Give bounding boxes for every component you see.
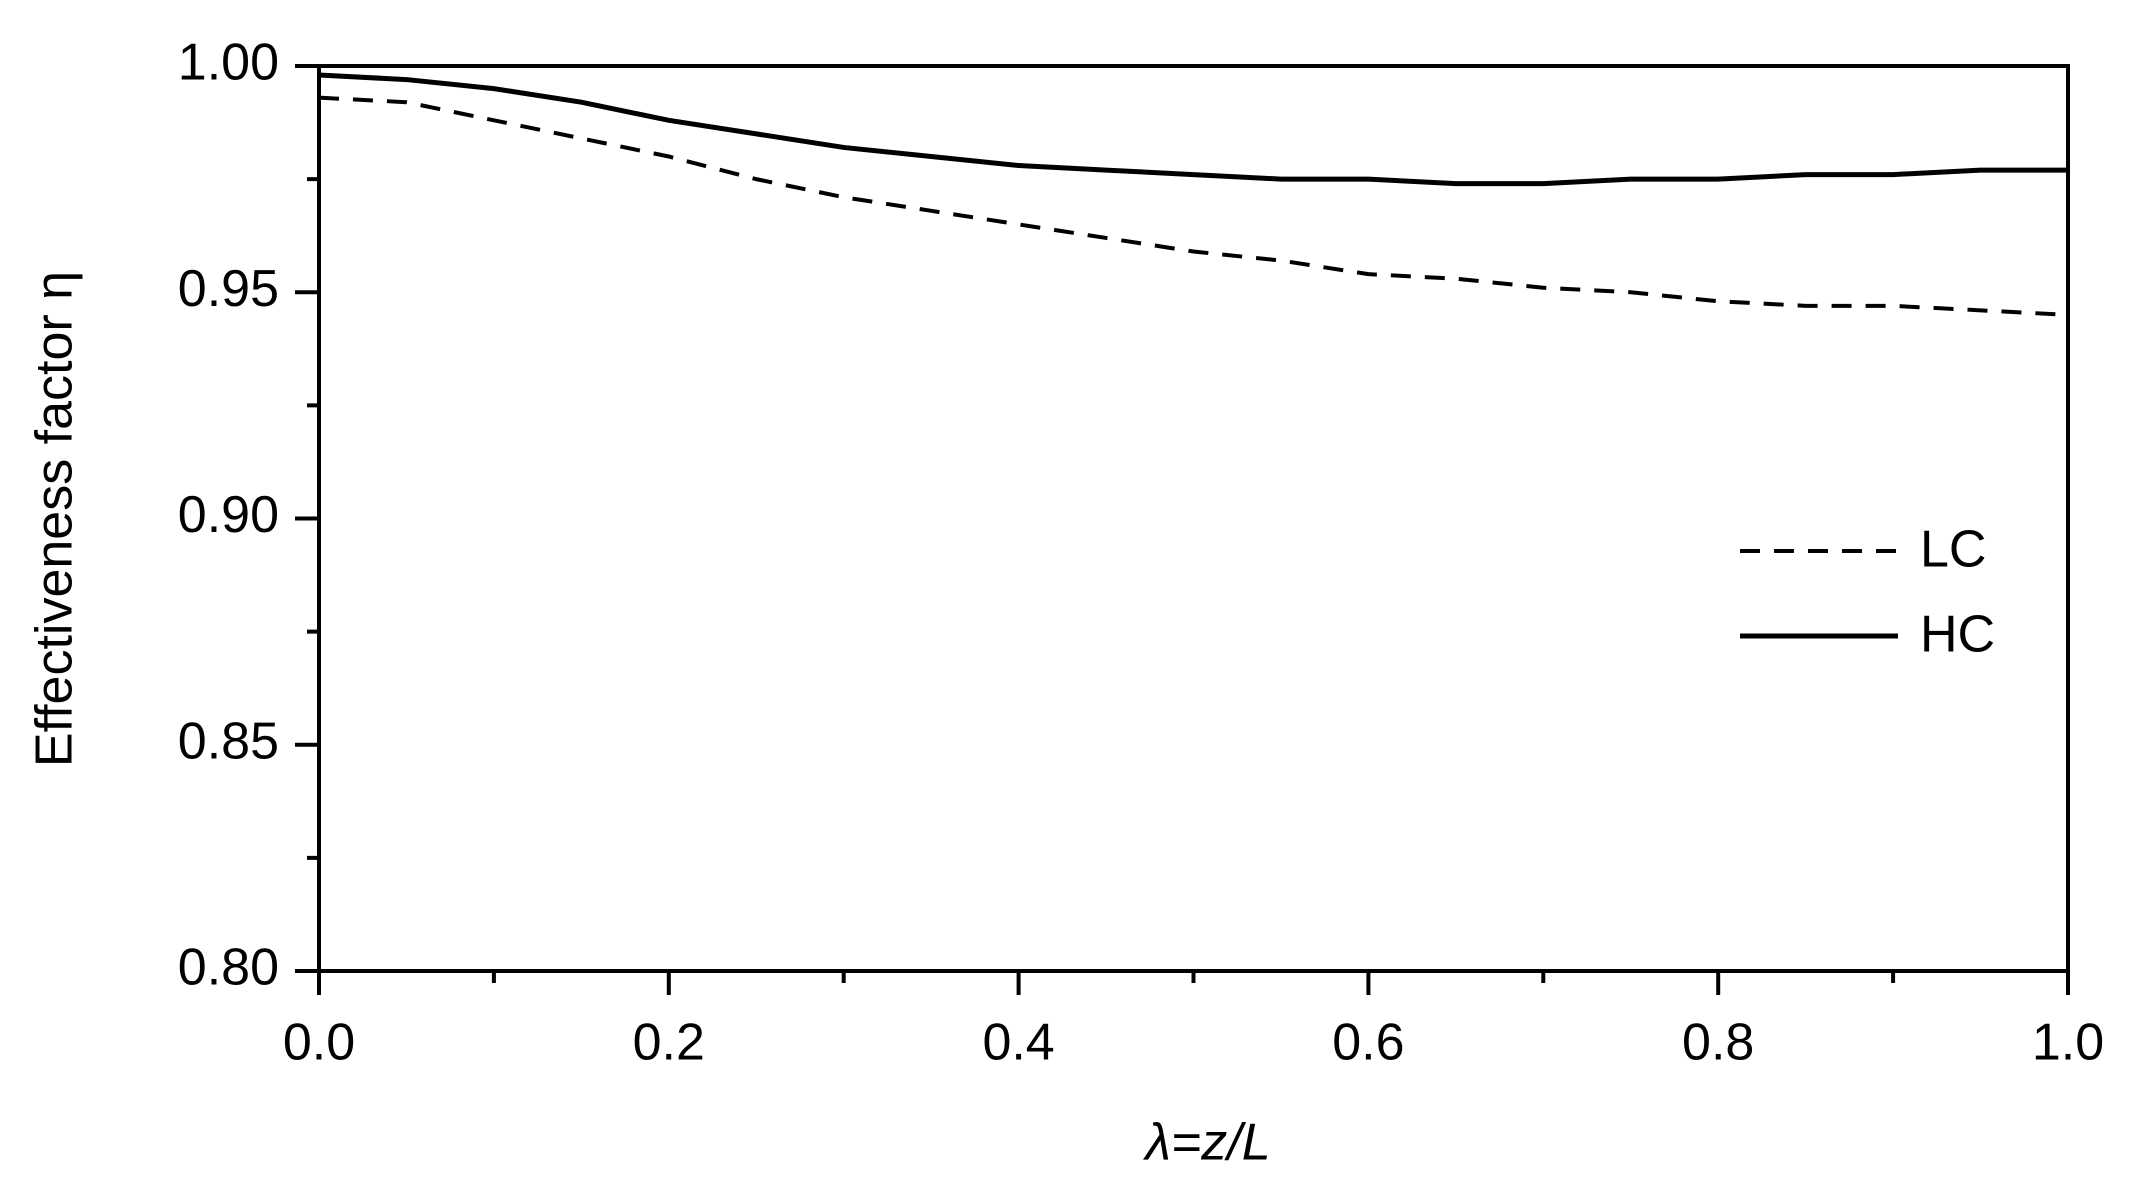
x-tick-label: 0.6 [1332,1014,1404,1072]
line-series [318,95,2069,317]
x-tick-label: 1.0 [2032,1014,2104,1072]
line-series [318,72,2068,187]
y-tick-label: 0.95 [178,260,279,318]
legend-label: HC [1920,606,1995,664]
y-tick-label: 0.90 [178,486,279,544]
x-tick-label: 0.0 [283,1014,355,1072]
x-tick-label: 0.2 [633,1014,705,1072]
y-tick-label: 0.80 [178,939,279,997]
y-tick-label: 0.85 [178,712,279,770]
x-axis-label: λ=z/L [1142,1114,1270,1172]
x-tick-label: 0.8 [1682,1014,1754,1072]
y-axis-label: Effectiveness factor η [26,271,84,767]
y-tick-label: 1.00 [178,34,279,92]
x-tick-label: 0.4 [982,1014,1054,1072]
legend-label: LC [1920,521,1986,579]
plot-frame [317,64,2070,973]
